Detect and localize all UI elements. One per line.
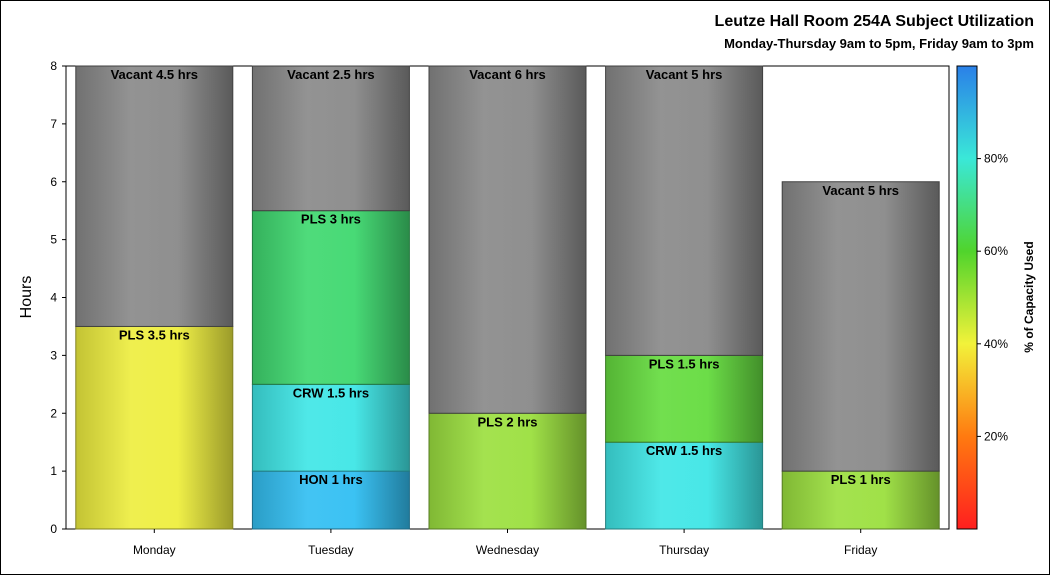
x-tick-label: Friday — [844, 543, 877, 557]
y-tick-label: 4 — [50, 291, 57, 305]
bar-segment — [428, 412, 587, 530]
bar-segment-label: HON 1 hrs — [299, 472, 363, 487]
bar-segment — [251, 210, 410, 385]
y-tick-label: 1 — [50, 464, 57, 478]
bar-segment-label: Vacant 4.5 hrs — [111, 67, 198, 82]
bar-segment-label: Vacant 5 hrs — [822, 183, 899, 198]
bar-segment-label: Vacant 6 hrs — [469, 67, 546, 82]
chart-title: Leutze Hall Room 254A Subject Utilizatio… — [714, 13, 1034, 30]
bar-segment — [251, 470, 410, 530]
bar-segment — [75, 65, 234, 327]
bar-segment-label: PLS 1 hrs — [831, 472, 891, 487]
bar-segment-label: Vacant 5 hrs — [646, 67, 723, 82]
bar-segment — [251, 65, 410, 212]
bar-segment — [75, 325, 234, 530]
bar-segment-label: Vacant 2.5 hrs — [287, 67, 374, 82]
y-tick-label: 8 — [50, 59, 57, 73]
bar-segment — [605, 441, 764, 530]
y-tick-label: 2 — [50, 406, 57, 420]
colorbar-tick-label: 40% — [984, 337, 1008, 351]
x-tick-label: Tuesday — [308, 543, 354, 557]
y-tick-label: 5 — [50, 233, 57, 247]
colorbar-tick-label: 60% — [984, 244, 1008, 258]
bar-segment — [428, 65, 587, 414]
y-tick-label: 6 — [50, 175, 57, 189]
x-tick-label: Thursday — [659, 543, 709, 557]
bar-segment-label: CRW 1.5 hrs — [293, 385, 369, 400]
x-tick-label: Monday — [133, 543, 176, 557]
axes-group: 0 1 2 3 4 5 6 7 8 Monday Tuesday Wednesday Thursday F… — [50, 59, 877, 557]
bar-segment — [781, 181, 940, 472]
bar-segment — [605, 354, 764, 443]
bar-segment-label: PLS 1.5 hrs — [649, 356, 720, 371]
bar-segment-label: CRW 1.5 hrs — [646, 443, 722, 458]
bar-segment-label: PLS 3.5 hrs — [119, 327, 190, 342]
bar-segment — [781, 470, 940, 530]
colorbar-tick-label: 80% — [984, 152, 1008, 166]
y-tick-label: 0 — [50, 522, 57, 536]
y-tick-label: 7 — [50, 117, 57, 131]
bar-segment — [251, 383, 410, 472]
bars-group: PLS 3.5 hrs Vacant 4.5 hrs HON 1 hrs CRW 1.… — [75, 65, 940, 530]
colorbar-tick-label: 20% — [984, 429, 1008, 443]
colorbar-group: 20% 40% 60% 80% — [956, 65, 1008, 530]
x-tick-label: Wednesday — [476, 543, 539, 557]
y-tick-label: 3 — [50, 348, 57, 362]
bar-segment-label: PLS 3 hrs — [301, 212, 361, 227]
chart-subtitle: Monday-Thursday 9am to 5pm, Friday 9am t… — [724, 36, 1034, 51]
bar-segment-label: PLS 2 hrs — [478, 414, 538, 429]
colorbar — [956, 65, 978, 530]
bar-segment — [605, 65, 764, 356]
